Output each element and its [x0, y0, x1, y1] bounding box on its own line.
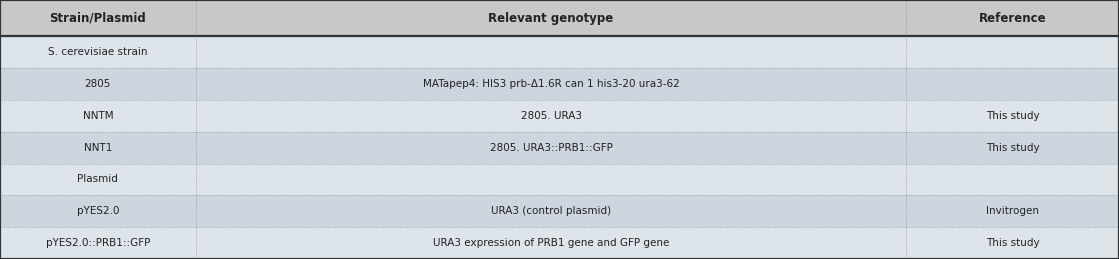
Bar [0, 100, 196, 132]
Text: 2805: 2805 [85, 79, 111, 89]
Bar [0, 227, 196, 259]
Bar [0, 132, 196, 163]
Text: pYES2.0::PRB1::GFP: pYES2.0::PRB1::GFP [46, 238, 150, 248]
Bar [0, 68, 196, 100]
Bar [906, 68, 1119, 100]
Bar [906, 0, 1119, 36]
Text: This study: This study [986, 111, 1040, 121]
Bar [196, 195, 906, 227]
Bar [196, 163, 906, 195]
Bar [196, 68, 906, 100]
Text: S. cerevisiae strain: S. cerevisiae strain [48, 47, 148, 57]
Text: MATapep4: HIS3 prb-Δ1.6R can 1 his3-20 ura3-62: MATapep4: HIS3 prb-Δ1.6R can 1 his3-20 u… [423, 79, 679, 89]
Bar [906, 227, 1119, 259]
Bar [906, 195, 1119, 227]
Bar [0, 36, 196, 68]
Bar [196, 100, 906, 132]
Bar [906, 100, 1119, 132]
Bar [196, 0, 906, 36]
Text: This study: This study [986, 238, 1040, 248]
Text: This study: This study [986, 143, 1040, 153]
Text: Relevant genotype: Relevant genotype [489, 12, 613, 25]
Bar [196, 227, 906, 259]
Bar [0, 0, 196, 36]
Text: NNT1: NNT1 [84, 143, 112, 153]
Text: URA3 expression of PRB1 gene and GFP gene: URA3 expression of PRB1 gene and GFP gen… [433, 238, 669, 248]
Text: Invitrogen: Invitrogen [986, 206, 1040, 216]
Text: pYES2.0: pYES2.0 [77, 206, 119, 216]
Text: Reference: Reference [979, 12, 1046, 25]
Bar [0, 163, 196, 195]
Text: NNTM: NNTM [83, 111, 113, 121]
Text: 2805. URA3: 2805. URA3 [520, 111, 582, 121]
Bar [906, 163, 1119, 195]
Bar [0, 195, 196, 227]
Bar [196, 132, 906, 163]
Bar [196, 36, 906, 68]
Bar [906, 36, 1119, 68]
Text: Strain/Plasmid: Strain/Plasmid [49, 12, 147, 25]
Text: 2805. URA3::PRB1::GFP: 2805. URA3::PRB1::GFP [490, 143, 612, 153]
Text: Plasmid: Plasmid [77, 175, 119, 184]
Bar [906, 132, 1119, 163]
Text: URA3 (control plasmid): URA3 (control plasmid) [491, 206, 611, 216]
